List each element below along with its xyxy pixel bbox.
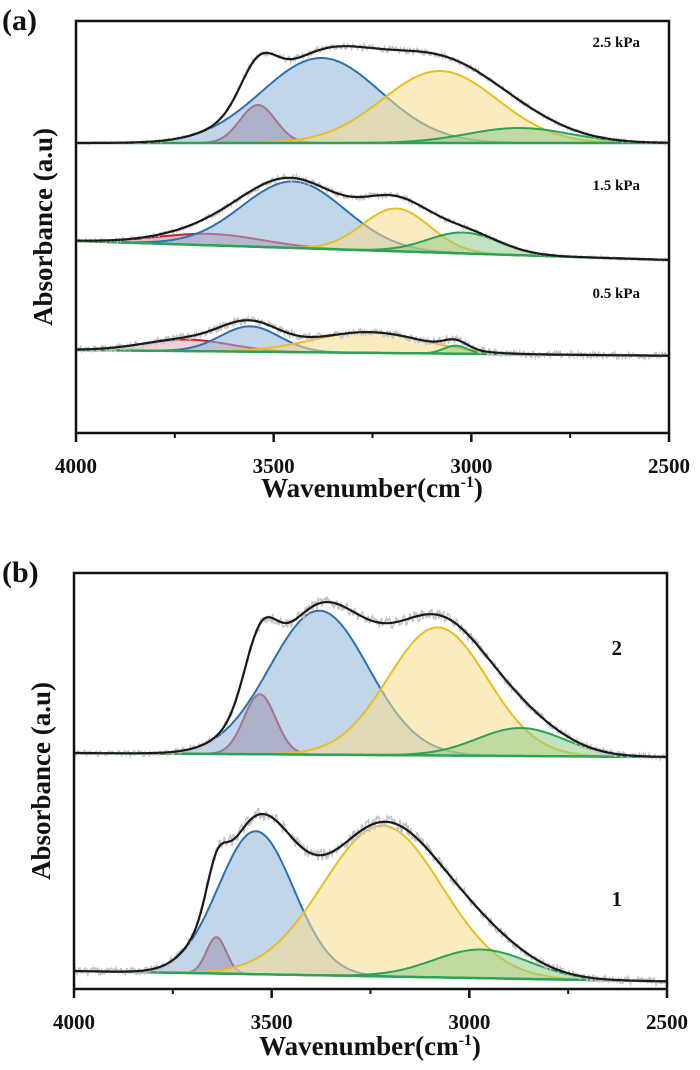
fit-envelope [76, 176, 670, 262]
y-axis-title-b: Absorbance (a.u) [26, 682, 56, 880]
x-ticks-b: 4000 3500 3000 2500 [53, 989, 688, 1034]
x-tick-label: 4000 [53, 1010, 95, 1034]
panel-a: (a) 2.5 kPa 1.5 kPa 0.5 kPa 4000 3500 3000 25… [2, 4, 690, 503]
fit-envelope [76, 45, 670, 145]
x-tick-label: 2500 [646, 1010, 688, 1034]
fit-envelope [74, 600, 667, 758]
trace-1: 1 [73, 807, 668, 988]
trace-label: 1.5 kPa [592, 178, 640, 194]
trace-label: 1 [612, 887, 623, 911]
x-tick-label: 3000 [450, 454, 492, 478]
x-axis-title-a: Wavenumber(cm-1) [261, 473, 483, 503]
panel-label-a: (a) [2, 4, 37, 37]
trace-label: 2 [612, 636, 623, 660]
peak-blue-fill [74, 610, 667, 757]
x-tick-label: 3500 [253, 454, 295, 478]
plot-area-b: 21 [73, 595, 668, 988]
peak-yellow-fill [74, 825, 667, 982]
plot-area-a: 2.5 kPa 1.5 kPa 0.5 kPa [75, 35, 670, 362]
x-ticks-a: 4000 3500 3000 2500 [55, 433, 690, 478]
x-tick-label: 4000 [55, 454, 97, 478]
peak-blue-fill [74, 831, 667, 982]
peak-blue-fill [76, 326, 669, 356]
trace-2_5-kPa: 2.5 kPa [75, 35, 670, 147]
y-axis-title-a: Absorbance (a.u) [28, 128, 58, 326]
peak-yellow-fill [76, 208, 669, 260]
trace-2: 2 [73, 595, 668, 763]
peak-green-fill [74, 949, 667, 982]
trace-label: 2.5 kPa [592, 35, 640, 51]
baseline-line [74, 969, 667, 983]
trace-0_5-kPa: 0.5 kPa [75, 286, 670, 362]
peak-yellow-fill [74, 627, 667, 757]
panel-label-b: (b) [2, 556, 39, 589]
peak-green-fill [76, 232, 669, 260]
x-axis-title-b: Wavenumber(cm-1) [259, 1031, 481, 1061]
peak-green-fill [76, 128, 669, 143]
raw-spectrum [75, 314, 670, 362]
trace-label: 0.5 kPa [592, 286, 640, 302]
trace-1_5-kPa: 1.5 kPa [75, 171, 670, 263]
panel-b: (b) 21 4000 3500 3000 2500 Absorbance (a.u)… [2, 556, 688, 1061]
fit-envelope [76, 319, 669, 357]
x-tick-label: 3500 [251, 1010, 293, 1034]
peak-yellow-fill [76, 332, 669, 356]
peak-green-fill [74, 728, 667, 757]
peak-blue-fill [76, 181, 669, 260]
fit-envelope [74, 812, 668, 983]
x-tick-label: 2500 [648, 454, 690, 478]
x-tick-label: 3000 [448, 1010, 490, 1034]
